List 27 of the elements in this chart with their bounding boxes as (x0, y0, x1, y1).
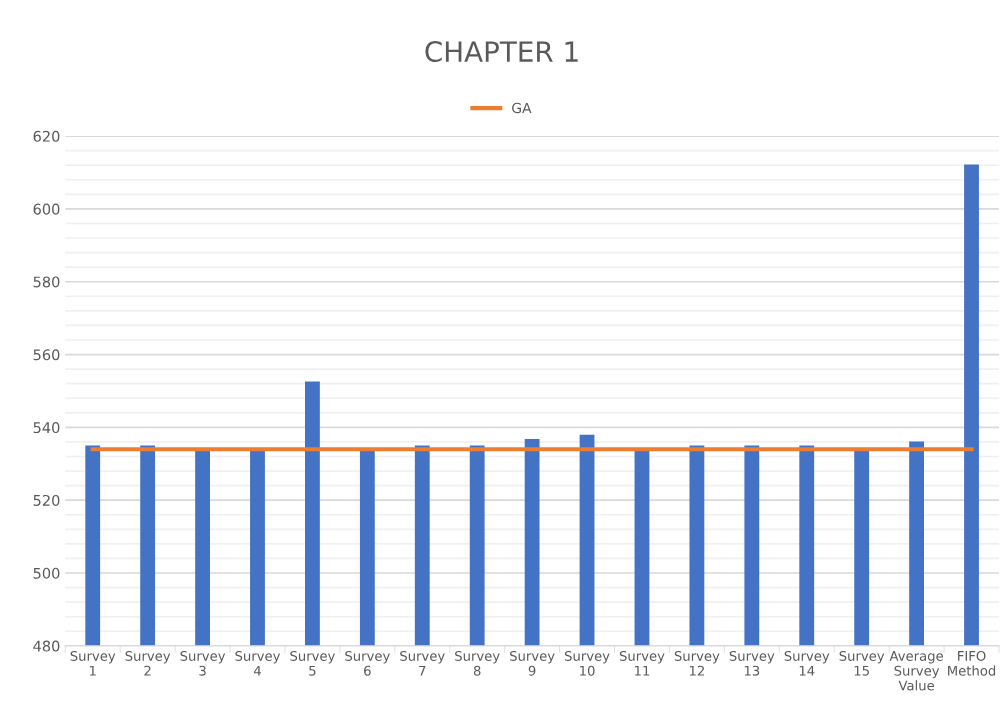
x-tick-label: Survey 3 (180, 650, 226, 676)
x-tick-label: Survey 15 (839, 650, 885, 676)
x-tick-label: Survey 2 (125, 650, 171, 676)
x-tick-label: Survey 9 (510, 650, 555, 676)
x-tick-label: Survey 5 (290, 650, 335, 676)
x-tick-label: Survey 10 (564, 650, 610, 676)
x-tick-label: Survey 14 (784, 650, 830, 676)
y-tick-label: 600 (33, 203, 60, 215)
x-tick-label: FIFO Method (948, 650, 996, 676)
chart-title: CHAPTER 1 (425, 41, 578, 63)
y-tick-label: 620 (33, 130, 60, 142)
x-tick-label: Survey 13 (729, 650, 775, 676)
x-tick-label: Survey 6 (345, 650, 390, 676)
y-tick-label: 580 (33, 276, 60, 288)
x-tick-label: Survey 8 (455, 650, 500, 676)
x-tick-label: Survey 4 (235, 650, 281, 676)
y-tick-label: 500 (33, 567, 60, 579)
x-tick-label: Survey 12 (674, 650, 720, 676)
x-tick-label: Survey 11 (619, 650, 665, 676)
x-tick-label: Survey 1 (70, 650, 116, 676)
legend-label: GA (512, 102, 532, 114)
y-tick-label: 560 (33, 349, 60, 361)
y-tick-label: 520 (33, 494, 60, 506)
y-tick-label: 540 (33, 422, 60, 434)
x-tick-label: Survey 7 (400, 650, 445, 676)
y-tick-label: 480 (33, 640, 60, 652)
x-tick-label: Average Survey Value (889, 651, 943, 691)
